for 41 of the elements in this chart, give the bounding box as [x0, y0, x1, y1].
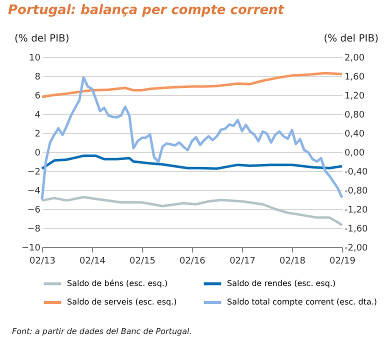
y-axis-title: (% del PIB)	[14, 34, 70, 44]
y-tick-label: 4	[34, 110, 41, 120]
y-tick-label: 10	[29, 54, 41, 64]
x-tick-label: 02/15	[129, 256, 156, 266]
y-tick-label: −8	[27, 224, 41, 234]
y-tick-label: −2	[27, 168, 40, 178]
line-series	[40, 154, 344, 170]
y2-tick-label: 1,20	[344, 92, 365, 102]
y2-tick-label: -1,60	[344, 224, 368, 234]
y2-tick-label: -0,80	[344, 186, 368, 196]
y2-tick-label: 2,00	[344, 54, 365, 64]
y-tick-label: −4	[27, 186, 41, 196]
line-series	[40, 72, 344, 98]
legend-label: Saldo de béns (esc. esq.)	[67, 278, 168, 288]
y-tick-label: 2	[34, 130, 40, 140]
x-tick-label: 02/19	[330, 256, 356, 266]
legend-label: Saldo de serveis (esc. esq.)	[67, 298, 177, 306]
legend-label: Saldo de rendes (esc. esq.)	[227, 278, 336, 288]
chart-title: Portugal: balança per compte corrent	[8, 3, 285, 18]
y2-tick-label: 0,00	[344, 148, 365, 158]
y2-tick-label: 0,40	[344, 130, 365, 140]
x-tick-label: 02/18	[280, 256, 306, 266]
x-tick-label: 02/16	[179, 256, 206, 266]
legend-label: Saldo total compte corrent (esc. dta.)	[227, 298, 378, 306]
y2-tick-label: -0,40	[344, 168, 368, 178]
y2-axis-title: (% del PIB)	[324, 34, 379, 44]
text: Font: a partir de dades del Banc de Portugal.	[12, 327, 193, 336]
x-tick-label: 02/13	[30, 256, 56, 266]
x-tick-label: 02/14	[80, 256, 106, 266]
y-tick-label: 0	[34, 148, 41, 158]
line-series	[40, 196, 344, 226]
y-tick-label: 6	[34, 92, 41, 102]
y2-tick-label: -2,00	[344, 244, 368, 254]
y2-tick-label: -1,20	[344, 206, 368, 216]
y2-tick-label: 0,80	[344, 110, 365, 120]
y2-tick-label: 1,60	[344, 72, 365, 82]
y-tick-label: 8	[34, 72, 41, 82]
x-tick-label: 02/17	[230, 256, 256, 266]
line-series	[40, 76, 344, 201]
y-tick-label: −10	[22, 244, 41, 254]
y-tick-label: −6	[27, 206, 41, 216]
